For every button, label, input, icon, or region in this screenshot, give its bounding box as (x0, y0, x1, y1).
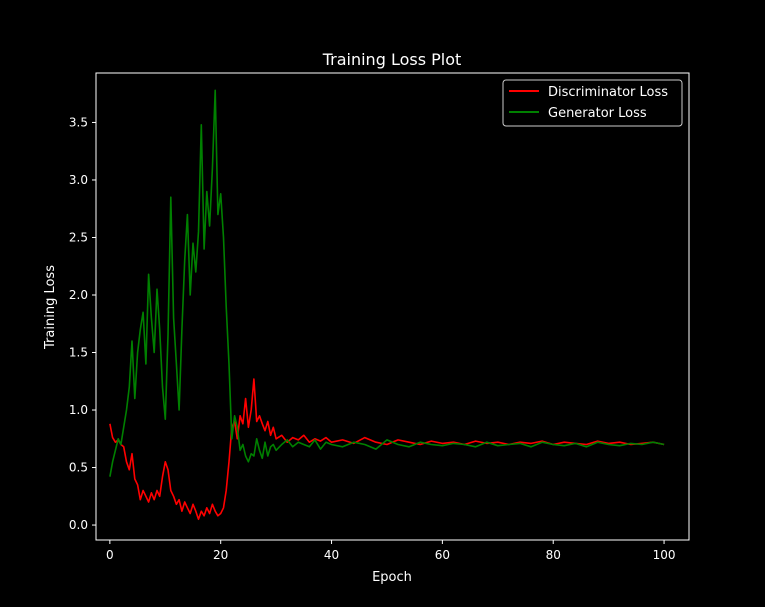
y-tick-label: 2.5 (69, 230, 88, 244)
y-tick-label: 1.0 (69, 403, 88, 417)
x-axis-label: Epoch (372, 570, 412, 585)
x-tick-label: 20 (213, 548, 228, 562)
x-tick-label: 0 (106, 548, 114, 562)
x-tick-label: 80 (546, 548, 561, 562)
series-layer (109, 89, 665, 521)
legend-label-1: Generator Loss (548, 106, 647, 121)
y-axis-label: Training Loss (43, 265, 58, 350)
y-tick-label: 3.5 (69, 115, 88, 129)
x-tick-label: 40 (324, 548, 339, 562)
series-line-1 (109, 89, 665, 477)
legend-label-0: Discriminator Loss (548, 85, 668, 100)
plot-frame (95, 72, 690, 541)
y-tick-label: 2.0 (69, 288, 88, 302)
y-tick-label: 0.5 (69, 461, 88, 475)
legend: Discriminator Loss Generator Loss (502, 79, 683, 127)
y-tick-label: 0.0 (69, 518, 88, 532)
legend-box (502, 79, 683, 127)
chart-title: Training Loss Plot (322, 50, 462, 69)
y-tick-label: 3.0 (69, 173, 88, 187)
series-line-0 (109, 378, 665, 521)
y-tick-label: 1.5 (69, 346, 88, 360)
x-tick-label: 60 (435, 548, 450, 562)
axes-layer: 0 20 40 60 80 100 0.0 0.5 1.0 1.5 2.0 2.5 3.0 3.5 (69, 72, 690, 562)
x-tick-label: 100 (653, 548, 676, 562)
